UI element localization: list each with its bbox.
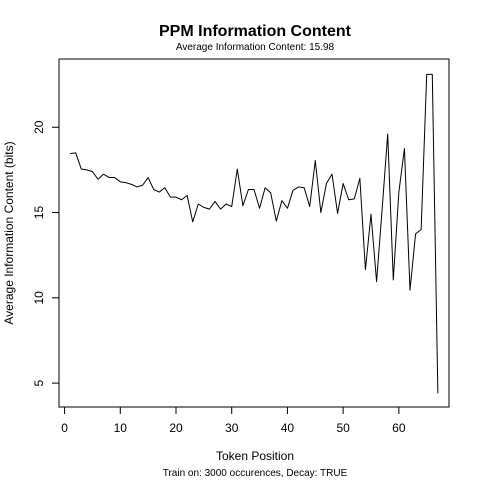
series-group <box>70 73 439 394</box>
y-axis-label: Average Information Content (bits) <box>2 141 16 324</box>
series-line <box>70 73 439 394</box>
x-tick-label: 0 <box>61 421 68 435</box>
x-tick-label: 50 <box>336 421 350 435</box>
chart-subtitle: Average Information Content: 15.98 <box>176 42 335 53</box>
x-tick-label: 60 <box>392 421 406 435</box>
chart-caption: Train on: 3000 occurences, Decay: TRUE <box>163 468 348 479</box>
x-axis: 0 10 20 30 40 50 60 <box>61 406 406 435</box>
y-axis: 5 10 15 20 <box>32 120 60 386</box>
x-tick-label: 30 <box>225 421 239 435</box>
x-tick-label: 10 <box>114 421 128 435</box>
x-axis-label: Token Position <box>216 449 294 463</box>
y-tick-label: 5 <box>32 379 46 386</box>
y-tick-label: 20 <box>32 120 46 134</box>
y-tick-label: 10 <box>32 291 46 305</box>
chart-title: PPM Information Content <box>159 23 352 40</box>
y-tick-label: 15 <box>32 206 46 220</box>
x-tick-label: 40 <box>281 421 295 435</box>
x-tick-label: 20 <box>169 421 183 435</box>
